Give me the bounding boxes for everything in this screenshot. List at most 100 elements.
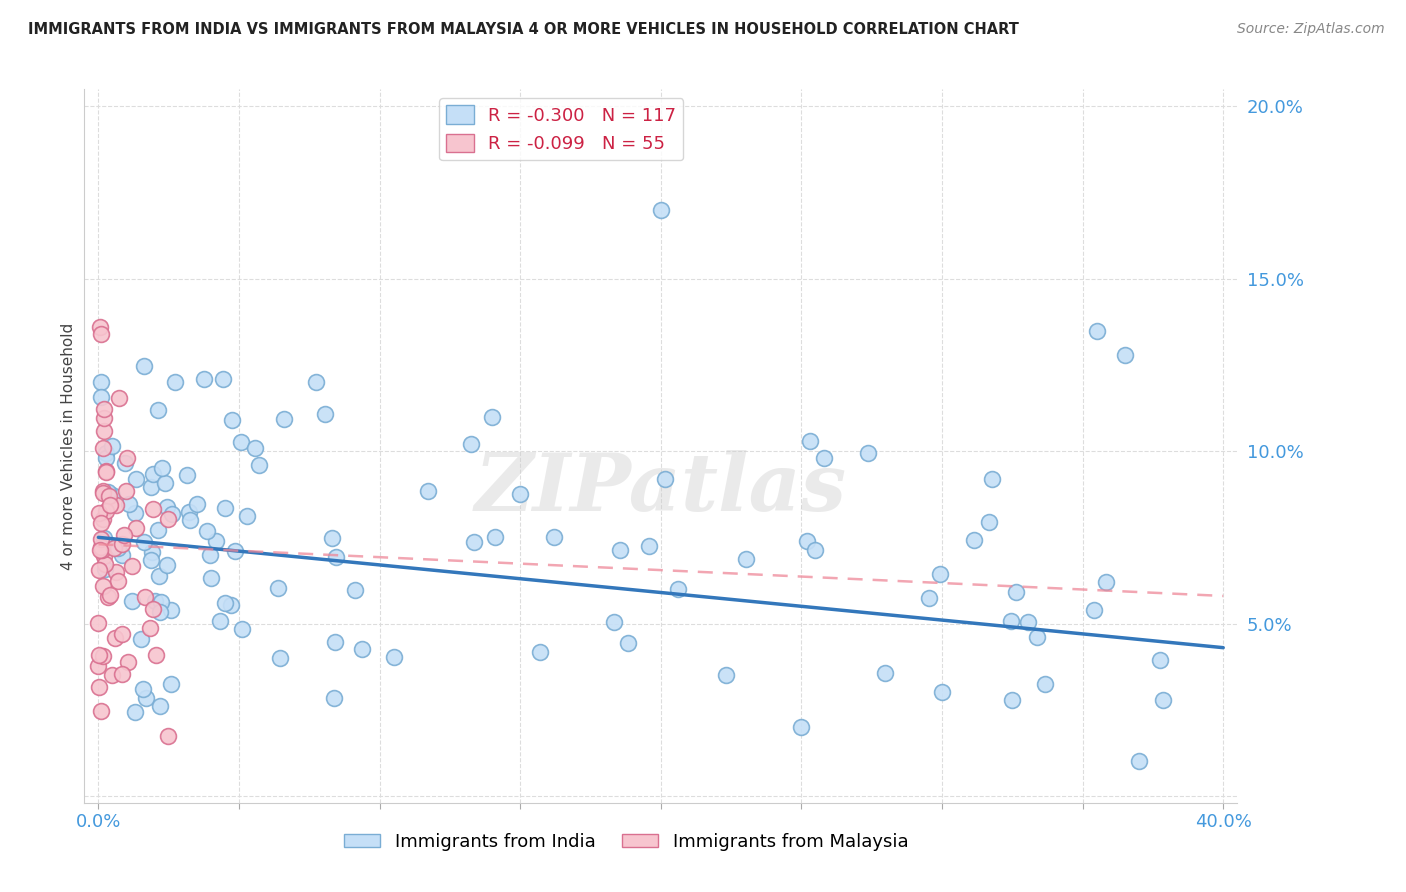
- Point: [243, 441, 266, 455]
- Text: Source: ZipAtlas.com: Source: ZipAtlas.com: [1237, 22, 1385, 37]
- Point: [603, 615, 626, 629]
- Point: [93, 424, 115, 438]
- Point: [418, 484, 440, 499]
- Point: [111, 549, 134, 563]
- Point: [141, 545, 163, 559]
- Point: [104, 566, 127, 580]
- Point: [790, 720, 813, 734]
- Point: [132, 535, 155, 549]
- Point: [111, 627, 134, 641]
- Point: [193, 372, 215, 386]
- Point: [87, 658, 110, 673]
- Point: [142, 502, 165, 516]
- Point: [247, 458, 270, 472]
- Point: [266, 581, 288, 595]
- Point: [484, 530, 506, 544]
- Point: [124, 507, 146, 521]
- Point: [209, 615, 232, 629]
- Point: [153, 475, 176, 490]
- Point: [214, 501, 236, 516]
- Point: [177, 504, 200, 518]
- Point: [121, 594, 143, 608]
- Point: [799, 434, 821, 448]
- Text: ZIPatlas: ZIPatlas: [475, 450, 846, 527]
- Point: [160, 677, 183, 691]
- Point: [321, 531, 343, 545]
- Point: [212, 372, 235, 386]
- Point: [90, 543, 112, 558]
- Point: [146, 523, 169, 537]
- Point: [229, 435, 252, 450]
- Point: [93, 410, 115, 425]
- Point: [221, 413, 243, 427]
- Point: [149, 605, 172, 619]
- Point: [382, 650, 405, 665]
- Point: [90, 326, 112, 341]
- Point: [1017, 615, 1039, 629]
- Point: [813, 451, 835, 466]
- Point: [138, 621, 160, 635]
- Point: [160, 508, 183, 522]
- Point: [98, 588, 121, 602]
- Point: [609, 542, 631, 557]
- Point: [129, 632, 152, 647]
- Point: [143, 594, 166, 608]
- Point: [149, 698, 172, 713]
- Point: [124, 705, 146, 719]
- Point: [94, 464, 117, 478]
- Point: [269, 651, 291, 665]
- Point: [617, 636, 640, 650]
- Point: [90, 375, 112, 389]
- Point: [89, 542, 111, 557]
- Point: [214, 596, 236, 610]
- Point: [134, 590, 156, 604]
- Point: [87, 506, 110, 520]
- Point: [654, 472, 676, 486]
- Point: [179, 513, 201, 527]
- Point: [107, 391, 129, 405]
- Point: [142, 467, 165, 481]
- Point: [105, 499, 128, 513]
- Point: [93, 549, 115, 563]
- Point: [204, 534, 226, 549]
- Point: [142, 602, 165, 616]
- Point: [145, 648, 167, 662]
- Point: [1128, 755, 1150, 769]
- Point: [1026, 630, 1049, 644]
- Point: [856, 445, 879, 459]
- Point: [107, 541, 129, 555]
- Point: [111, 667, 134, 681]
- Text: IMMIGRANTS FROM INDIA VS IMMIGRANTS FROM MALAYSIA 4 OR MORE VEHICLES IN HOUSEHOL: IMMIGRANTS FROM INDIA VS IMMIGRANTS FROM…: [28, 22, 1019, 37]
- Point: [96, 465, 118, 479]
- Point: [98, 490, 121, 504]
- Point: [146, 403, 169, 417]
- Point: [804, 542, 827, 557]
- Point: [963, 533, 986, 548]
- Point: [195, 524, 218, 539]
- Point: [124, 472, 146, 486]
- Point: [156, 558, 179, 573]
- Point: [273, 412, 295, 426]
- Point: [1152, 693, 1174, 707]
- Point: [101, 488, 124, 502]
- Point: [150, 461, 173, 475]
- Point: [1000, 615, 1022, 629]
- Point: [716, 667, 738, 681]
- Point: [186, 497, 208, 511]
- Point: [135, 690, 157, 705]
- Point: [141, 480, 163, 494]
- Point: [87, 648, 110, 662]
- Point: [918, 591, 941, 606]
- Point: [139, 553, 162, 567]
- Point: [87, 563, 110, 577]
- Point: [343, 582, 366, 597]
- Point: [115, 483, 138, 498]
- Y-axis label: 4 or more Vehicles in Household: 4 or more Vehicles in Household: [60, 322, 76, 570]
- Point: [638, 540, 661, 554]
- Point: [111, 536, 134, 550]
- Point: [114, 527, 136, 541]
- Point: [90, 532, 112, 546]
- Point: [543, 530, 565, 544]
- Point: [93, 648, 115, 663]
- Point: [89, 320, 111, 334]
